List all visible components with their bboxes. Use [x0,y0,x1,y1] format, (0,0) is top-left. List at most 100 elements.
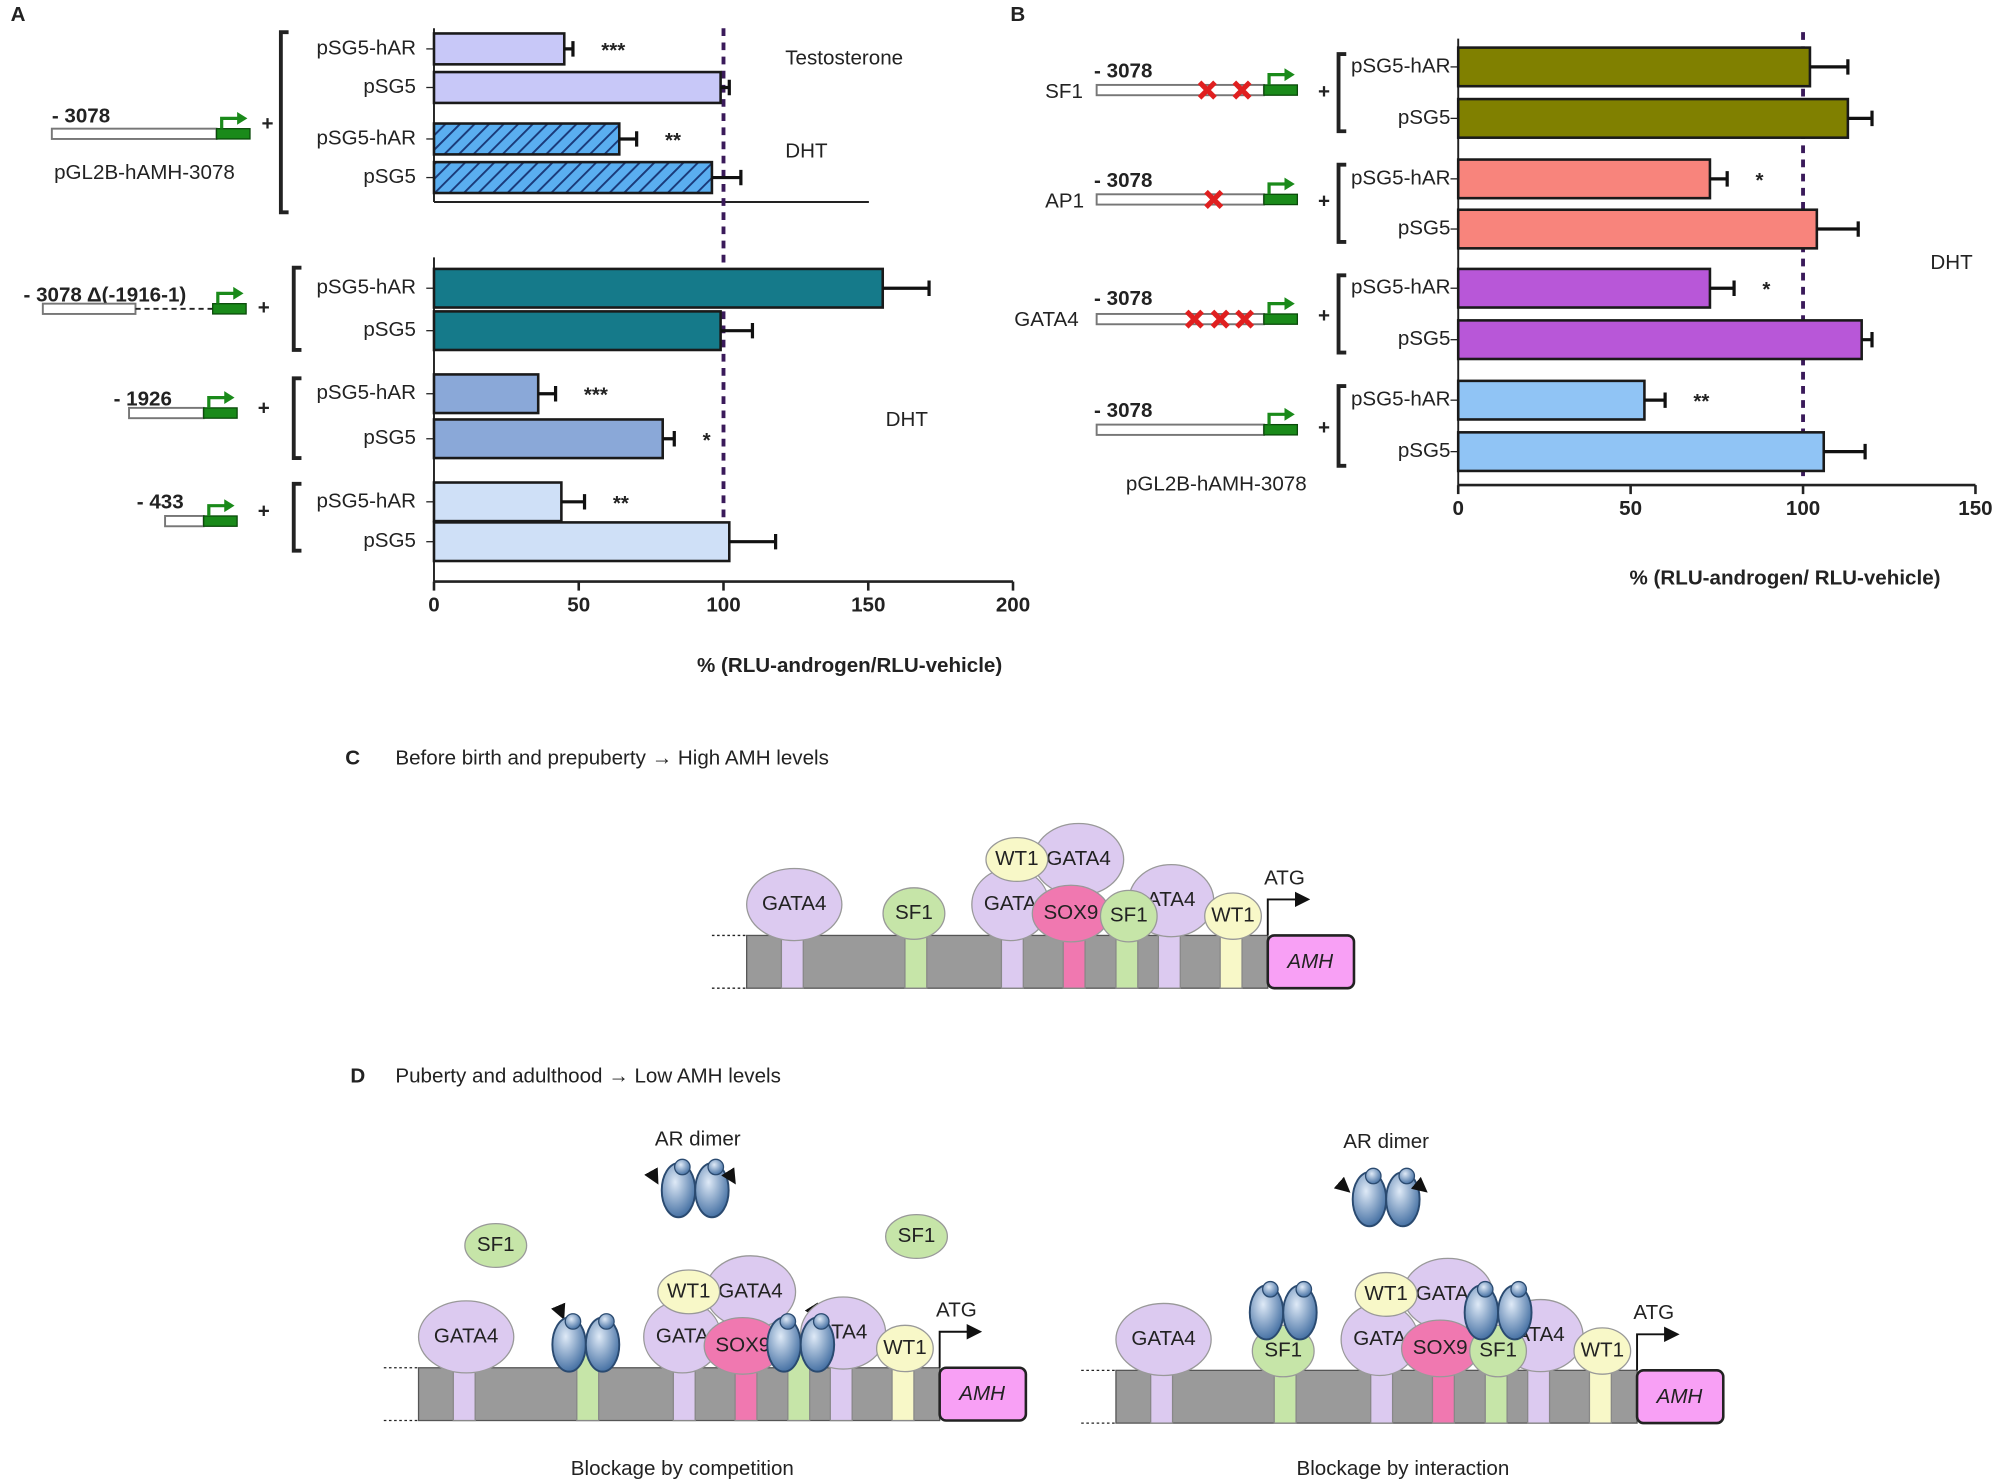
category-label: pSG5 [1398,106,1451,129]
bar [432,310,722,352]
protein [417,1300,515,1374]
x-tick-label: 50 [567,593,590,616]
protein-label: WT1 [1581,1338,1624,1361]
arrow-head [1284,407,1295,421]
connector: + [1318,189,1330,212]
x-tick-label: 50 [1619,497,1642,520]
protein [1573,1327,1632,1375]
protein-label: ATA4 [1147,888,1195,911]
promoter [128,406,205,420]
caption: Blockage by interaction [1296,1457,1509,1480]
atg-label: ATG [1264,866,1305,889]
bar [1456,379,1646,421]
error-bar [720,322,755,339]
protein [746,867,843,942]
annotation: GATA4 [1014,308,1078,331]
arrow-head [224,499,235,513]
tss-arrow [1267,73,1288,85]
category-label: pSG5-hAR [1351,388,1451,411]
category-label: pSG5-hAR [316,36,416,59]
error-bar [1823,443,1867,460]
annotation: DHT [785,139,828,162]
connector: + [258,500,270,523]
significance: * [703,429,711,452]
protein [882,887,946,940]
promoter [50,127,218,140]
bracket [1336,273,1347,355]
ar-ligand [1261,1280,1279,1298]
annotation: - 3078 [1094,59,1152,82]
amh-gene [1266,934,1356,990]
tss-arrow [207,395,227,408]
tss-arrow [1267,182,1288,195]
caption: Blockage by competition [571,1457,794,1480]
category-label: pSG5 [1398,439,1451,462]
bar [432,481,563,523]
x-tick-label: 100 [1786,497,1820,520]
error-bar [729,533,778,550]
promoter [164,515,205,528]
panel-label: A [11,3,26,26]
ar-ligand [564,1313,582,1330]
ar-ligand [1476,1280,1494,1298]
mutation [1232,80,1252,100]
amh-gene [1635,1369,1725,1425]
protein-label: GATA4 [718,1279,782,1302]
ar-ligand [1510,1280,1528,1298]
bar [432,521,731,563]
x-tick-label: 100 [706,593,740,616]
promoter [1095,193,1265,206]
protein-label: GATA4 [1416,1282,1480,1305]
x-tick-label: 200 [996,593,1030,616]
protein-label: SF1 [895,901,933,924]
protein-label: WT1 [1364,1282,1407,1305]
bar [1456,46,1812,88]
amh-gene [938,1366,1028,1422]
ar-ligand [1364,1167,1382,1185]
panel-title: Before birth and prepuberty → High AMH l… [395,747,829,770]
significance: ** [613,492,629,515]
protein-label: GATA [656,1324,709,1347]
annotation: - 433 [137,491,184,514]
category-label: pSG5 [363,529,416,552]
bar [1456,319,1863,361]
significance: * [1755,169,1763,192]
ar-dimer-label: AR dimer [1343,1130,1429,1153]
category-label: pSG5-hAR [1351,54,1451,77]
tss-arrow [220,116,240,129]
gene [203,515,238,527]
annotation: Testosterone [785,47,903,70]
connector: + [1318,416,1330,439]
error-bar [1847,110,1874,127]
connector: + [258,296,270,319]
arrow-head [233,286,244,300]
error-bar [1709,280,1736,296]
annotation: pGL2B-hAMH-3078 [54,161,235,184]
error-bar [1644,392,1667,408]
x-tick-label: 0 [428,593,439,616]
protein-label: SF1 [477,1233,515,1256]
atg-arrow [938,1324,983,1368]
protein-label: SF1 [1479,1338,1517,1361]
error-bar [1816,221,1860,237]
gene [203,407,238,419]
tss-arrow [207,504,227,516]
panel-label: B [1010,3,1025,26]
category-label: pSG5-hAR [316,489,416,512]
protein-label: GATA4 [762,892,826,915]
protein-label: WT1 [995,847,1038,870]
gene-label: AMH [957,1382,1005,1405]
atg-label: ATG [936,1299,977,1322]
atg-arrow [1266,891,1311,936]
x-tick-label: 150 [851,593,885,616]
annotation: - 3078 [1094,287,1152,310]
mutation [1184,309,1204,329]
connector: + [1318,304,1330,327]
category-label: pSG5-hAR [316,126,416,149]
protein-label: SF1 [898,1224,936,1247]
protein [884,1214,949,1260]
protein [1099,889,1158,943]
bracket [278,30,289,215]
arrow-head [224,391,235,405]
promoter [1095,423,1265,436]
